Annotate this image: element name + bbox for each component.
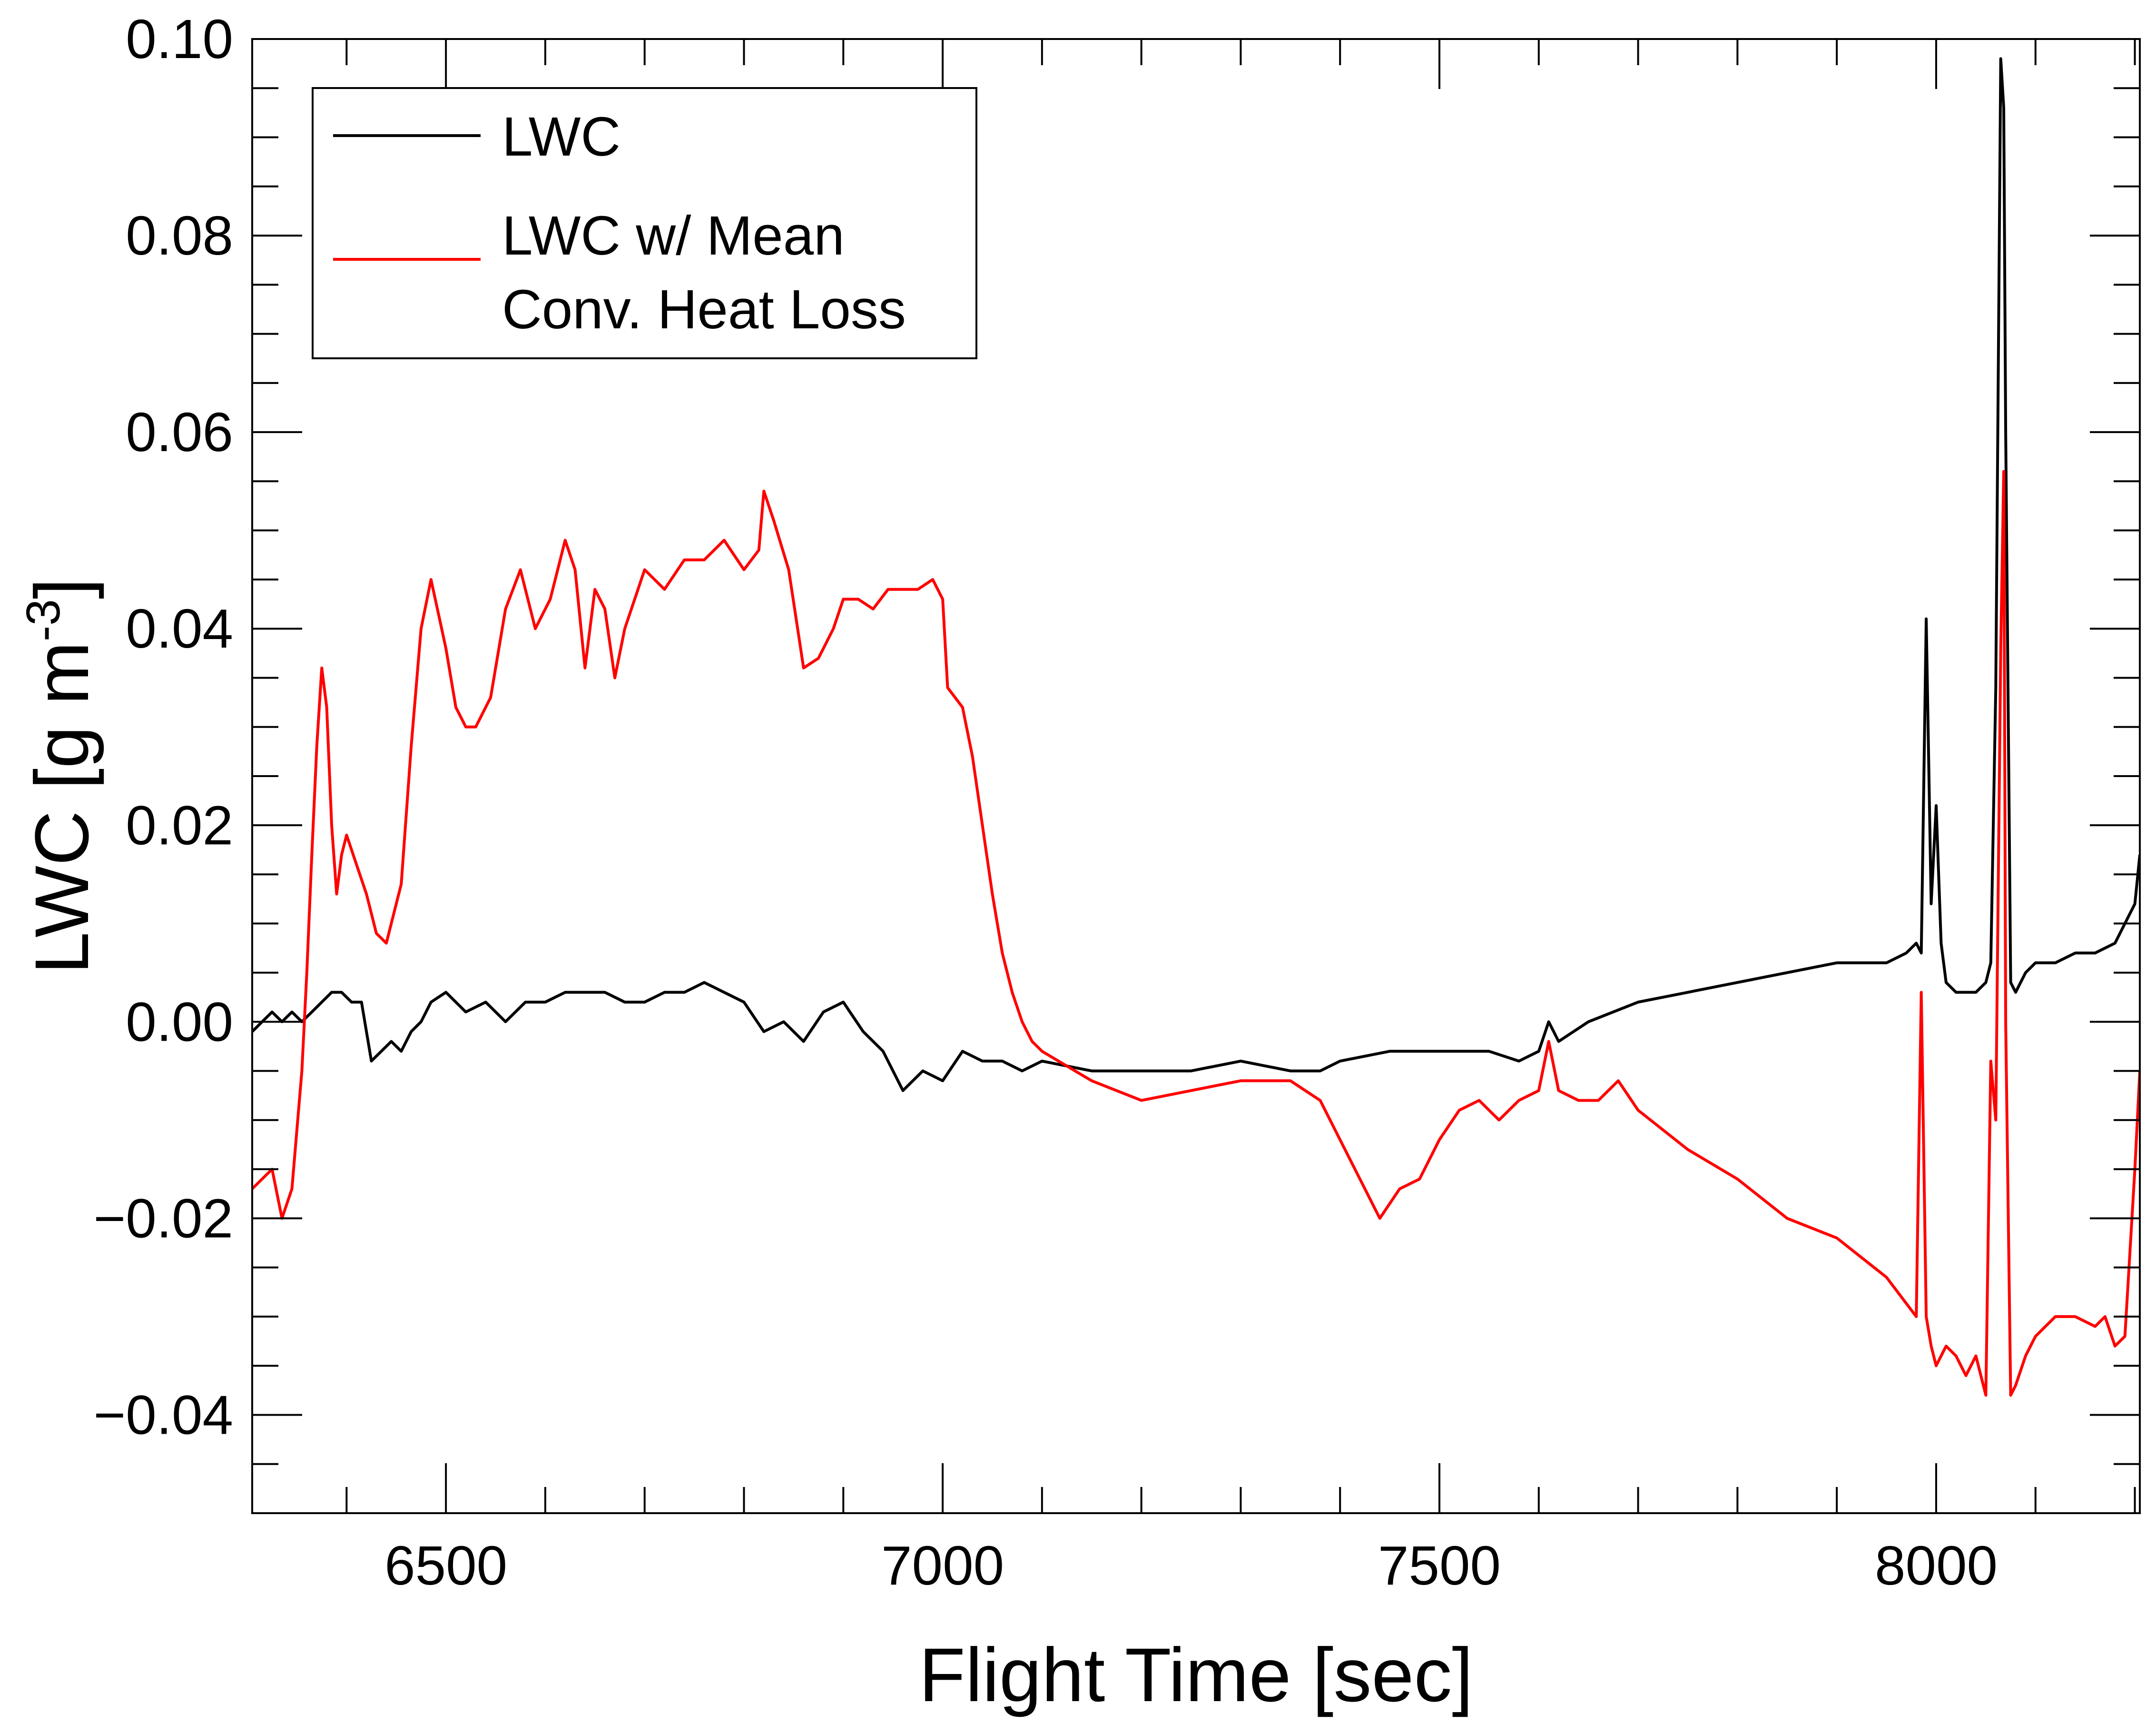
y-tick-label: −0.04 — [93, 1384, 233, 1446]
legend-box — [312, 87, 977, 359]
y-tick-label: 0.06 — [126, 401, 233, 463]
y-tick-label: 0.04 — [126, 598, 233, 660]
tick-labels: 6500 7000 7500 8000 −0.04 −0.02 0.00 0.02 0.04 0.… — [93, 8, 1998, 1596]
legend-label-lwc: LWC — [502, 106, 620, 167]
x-tick-label: 6500 — [384, 1535, 507, 1596]
x-tick-label: 7000 — [881, 1535, 1004, 1596]
y-tick-label: 0.00 — [126, 991, 233, 1053]
x-tick-label: 8000 — [1875, 1535, 1998, 1596]
x-tick-label: 7500 — [1378, 1535, 1501, 1596]
legend: LWC LWC w/ Mean Conv. Heat Loss — [312, 87, 977, 359]
series-line-lwc-mean-conv-heat-loss — [252, 470, 2140, 1397]
legend-label-lwc-mean-line1: LWC w/ Mean — [502, 205, 845, 266]
y-tick-label: 0.10 — [126, 8, 233, 70]
x-axis-title: Flight Time [sec] — [919, 1632, 1473, 1717]
y-tick-label: −0.02 — [93, 1187, 233, 1249]
y-tick-label: 0.02 — [126, 794, 233, 856]
series-group — [252, 57, 2140, 1397]
y-axis-title: LWC [g m-3] — [17, 578, 104, 975]
series-line-lwc — [252, 57, 2140, 1092]
legend-label-lwc-mean-line2: Conv. Heat Loss — [502, 278, 906, 340]
plot-frame — [251, 38, 2141, 1514]
y-tick-label: 0.08 — [126, 205, 233, 266]
axis-ticks — [252, 38, 2140, 1514]
